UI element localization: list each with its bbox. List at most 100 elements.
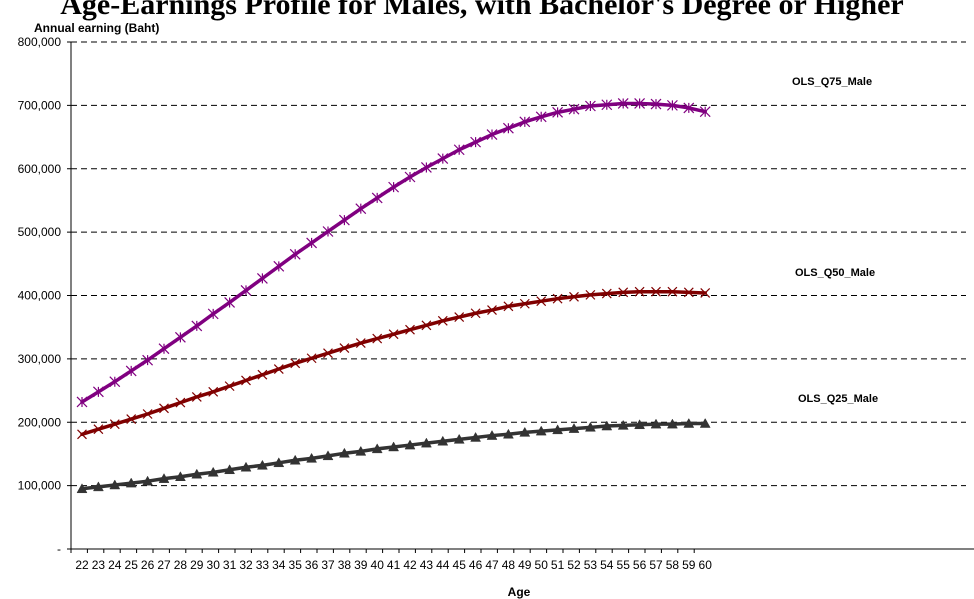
point-OLS_Q50_Male-50 [536,296,547,307]
y-tick-label-100000: 100,000 [18,479,62,493]
point-OLS_Q75_Male-41 [388,181,400,193]
point-OLS_Q25_Male-26 [142,475,154,486]
point-OLS_Q50_Male-36 [306,353,317,364]
point-OLS_Q50_Male-27 [159,403,169,414]
point-OLS_Q50_Male-29 [191,391,202,402]
point-OLS_Q50_Male-23 [93,424,104,435]
point-OLS_Q25_Male-51 [552,424,564,435]
x-tick-label-26: 26 [141,558,155,572]
point-OLS_Q50_Male-31 [224,381,235,392]
x-tick-label-34: 34 [272,558,286,572]
x-tick-label-53: 53 [584,558,598,572]
point-OLS_Q75_Male-24 [109,376,121,388]
point-OLS_Q50_Male-38 [339,343,350,354]
point-OLS_Q25_Male-59 [683,418,695,428]
point-OLS_Q75_Male-30 [207,308,219,320]
point-OLS_Q50_Male-35 [290,358,301,369]
point-OLS_Q25_Male-50 [535,425,547,436]
x-tick-label-23: 23 [92,558,106,572]
series-line-OLS_Q50_Male [80,289,707,437]
point-OLS_Q75_Male-45 [453,144,465,156]
point-OLS_Q25_Male-35 [289,454,301,465]
point-OLS_Q25_Male-47 [486,430,498,440]
point-OLS_Q25_Male-60 [699,418,711,428]
x-tick-label-42: 42 [403,558,417,572]
point-OLS_Q25_Male-31 [224,464,236,475]
point-OLS_Q25_Male-37 [322,450,334,461]
y-tick-label-300000: 300,000 [18,352,62,366]
point-OLS_Q50_Male-30 [208,386,219,397]
point-OLS_Q75_Male-53 [584,100,596,112]
point-OLS_Q50_Male-57 [651,286,661,297]
x-tick-label-28: 28 [174,558,188,572]
point-OLS_Q75_Male-31 [224,297,236,308]
x-tick-label-36: 36 [305,558,319,572]
x-axis-title: Age [508,585,531,599]
point-OLS_Q25_Male-58 [666,418,678,429]
point-OLS_Q25_Male-29 [191,468,203,479]
point-OLS_Q25_Male-28 [174,471,186,482]
x-tick-label-27: 27 [157,558,171,572]
x-tick-label-41: 41 [387,558,401,572]
point-OLS_Q25_Male-57 [650,418,662,429]
point-OLS_Q25_Male-56 [634,419,646,430]
x-tick-label-54: 54 [600,558,614,572]
point-OLS_Q75_Male-44 [437,153,449,165]
x-tick-label-58: 58 [666,558,680,572]
point-OLS_Q75_Male-25 [125,365,137,377]
point-OLS_Q50_Male-39 [355,338,366,348]
series-group [76,98,711,494]
point-OLS_Q25_Male-40 [371,443,383,454]
y-axis-title: Annual earning (Baht) [34,21,159,35]
point-OLS_Q75_Male-40 [371,192,383,204]
point-OLS_Q75_Male-57 [650,98,662,110]
y-tick-label-0: - [57,542,61,556]
point-OLS_Q50_Male-32 [241,375,251,386]
x-tick-label-38: 38 [338,558,352,572]
point-OLS_Q75_Male-51 [552,106,564,118]
point-OLS_Q75_Male-55 [617,98,629,109]
point-OLS_Q25_Male-27 [158,473,170,483]
x-tick-label-30: 30 [207,558,221,572]
x-tick-label-59: 59 [682,558,696,572]
x-tick-label-29: 29 [190,558,204,572]
point-OLS_Q75_Male-43 [420,162,432,173]
point-OLS_Q75_Male-35 [289,248,301,260]
x-tick-label-57: 57 [649,558,663,572]
point-OLS_Q75_Male-38 [338,214,350,226]
series-OLS_Q50_Male [77,286,711,440]
point-OLS_Q50_Male-44 [437,315,448,326]
point-OLS_Q75_Male-32 [240,285,252,296]
x-tick-label-33: 33 [256,558,270,572]
point-OLS_Q50_Male-53 [585,289,596,300]
series-line-OLS_Q75_Male [80,101,707,404]
point-OLS_Q25_Male-42 [404,439,416,450]
x-tick-label-55: 55 [617,558,631,572]
point-OLS_Q50_Male-45 [454,312,465,322]
tick-labels: - 100,000 200,000 300,000 400,000 500,000 600,… [18,35,878,572]
x-tick-label-25: 25 [125,558,139,572]
y-tick-label-400000: 400,000 [18,289,62,303]
series-label-OLS_Q50_Male: OLS_Q50_Male [795,267,875,279]
x-tick-label-56: 56 [633,558,647,572]
point-OLS_Q75_Male-34 [273,260,285,272]
x-tick-label-43: 43 [420,558,434,572]
point-OLS_Q25_Male-25 [125,477,137,488]
point-OLS_Q25_Male-43 [420,437,432,448]
series-label-OLS_Q25_Male: OLS_Q25_Male [798,393,878,405]
axes [67,41,974,553]
point-OLS_Q25_Male-34 [273,457,285,468]
point-OLS_Q75_Male-59 [683,102,695,114]
point-OLS_Q25_Male-44 [437,435,449,446]
point-OLS_Q50_Male-59 [683,287,694,298]
y-tick-label-500000: 500,000 [18,225,62,239]
point-OLS_Q50_Male-25 [126,414,137,425]
point-OLS_Q75_Male-42 [404,171,416,183]
point-OLS_Q50_Male-28 [175,397,186,408]
point-OLS_Q50_Male-52 [569,291,579,302]
x-tick-label-44: 44 [436,558,450,572]
x-tick-label-24: 24 [108,558,122,572]
x-tick-label-32: 32 [239,558,253,572]
point-OLS_Q25_Male-36 [306,452,318,463]
point-OLS_Q75_Male-47 [486,129,498,140]
